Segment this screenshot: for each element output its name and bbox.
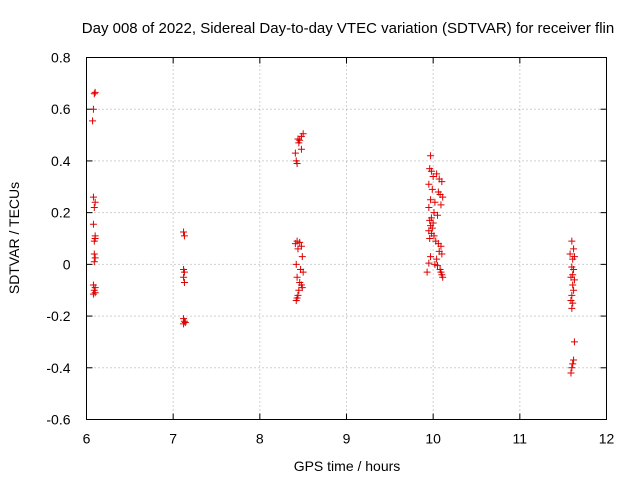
data-point	[91, 235, 99, 242]
data-point	[180, 320, 188, 328]
data-point	[570, 266, 578, 274]
data-point	[295, 286, 303, 294]
x-tick-label: 8	[256, 431, 264, 447]
data-point	[89, 105, 97, 113]
x-tick-label: 9	[343, 431, 351, 447]
data-point	[90, 203, 98, 211]
data-point	[570, 356, 578, 364]
x-tick-label: 6	[83, 431, 91, 447]
data-point	[427, 253, 435, 261]
data-point	[91, 289, 99, 297]
data-point	[291, 149, 299, 157]
data-point	[425, 203, 433, 211]
data-point	[89, 117, 97, 125]
data-point	[180, 232, 188, 240]
data-point	[570, 276, 578, 284]
data-point	[293, 160, 301, 168]
x-tick-label: 7	[169, 431, 177, 447]
data-point	[569, 299, 577, 307]
data-point	[90, 90, 98, 98]
y-tick-label: 0	[63, 256, 71, 272]
data-point	[425, 259, 433, 267]
data-point	[90, 250, 98, 258]
data-point	[569, 255, 577, 263]
data-point	[568, 364, 576, 372]
y-tick-label: 0.8	[51, 50, 71, 66]
x-axis-label: GPS time / hours	[294, 458, 401, 474]
data-point	[567, 369, 575, 377]
data-point	[434, 211, 441, 219]
data-point	[437, 242, 445, 250]
chart-title: Day 008 of 2022, Sidereal Day-to-day VTE…	[82, 20, 614, 37]
data-point	[423, 268, 431, 276]
data-point	[91, 88, 99, 96]
data-point	[439, 273, 447, 281]
data-point	[427, 152, 435, 160]
data-point	[430, 232, 438, 240]
data-point	[570, 286, 578, 294]
axis-ticks: 6 7 8 9 10 11 12 -0.6 -0.4 -0.2 0 0.2 0.4 0.6 0.8	[46, 50, 614, 447]
data-point	[181, 319, 189, 327]
data-point	[180, 273, 188, 281]
data-point	[431, 198, 439, 206]
data-point	[299, 268, 307, 276]
data-point	[427, 196, 435, 204]
data-point	[90, 258, 98, 266]
y-tick-label: 0.6	[51, 101, 71, 117]
data-point	[294, 245, 302, 253]
data-point	[568, 304, 576, 312]
data-point	[292, 297, 300, 305]
data-point	[298, 253, 306, 261]
data-point	[297, 145, 305, 153]
y-tick-label: 0.4	[51, 153, 71, 169]
data-points	[89, 88, 578, 377]
data-point	[292, 260, 300, 268]
x-tick-label: 11	[513, 431, 528, 447]
data-point	[433, 255, 441, 263]
data-point	[180, 228, 188, 236]
data-point	[437, 201, 445, 209]
data-point	[295, 139, 303, 147]
data-point	[425, 180, 433, 188]
data-point	[89, 290, 97, 298]
data-point	[438, 250, 446, 258]
data-point	[89, 193, 97, 201]
data-point	[296, 238, 304, 246]
data-point	[569, 360, 577, 368]
data-point	[566, 250, 574, 258]
data-point	[434, 262, 441, 270]
data-point	[438, 178, 446, 186]
grid	[86, 57, 607, 420]
data-point	[568, 291, 576, 299]
y-tick-label: -0.4	[46, 360, 70, 376]
y-tick-label: -0.6	[46, 412, 70, 428]
data-point	[439, 193, 447, 201]
y-axis-label: SDTVAR / TECUs	[6, 182, 22, 294]
data-point	[299, 130, 307, 138]
data-point	[180, 268, 188, 276]
x-tick-label: 12	[599, 431, 615, 447]
data-point	[427, 167, 435, 175]
y-tick-label: -0.2	[46, 308, 70, 324]
data-point	[570, 338, 578, 346]
data-point	[293, 273, 301, 281]
y-tick-label: 0.2	[51, 205, 71, 221]
data-point	[91, 254, 99, 262]
data-point	[433, 170, 441, 178]
data-point	[91, 198, 99, 206]
data-point	[570, 245, 578, 253]
data-point	[568, 237, 576, 245]
data-point	[180, 278, 188, 286]
data-point	[426, 235, 434, 242]
x-tick-label: 10	[425, 431, 441, 447]
data-point	[569, 281, 577, 289]
data-point	[428, 185, 436, 193]
data-point	[89, 220, 97, 228]
